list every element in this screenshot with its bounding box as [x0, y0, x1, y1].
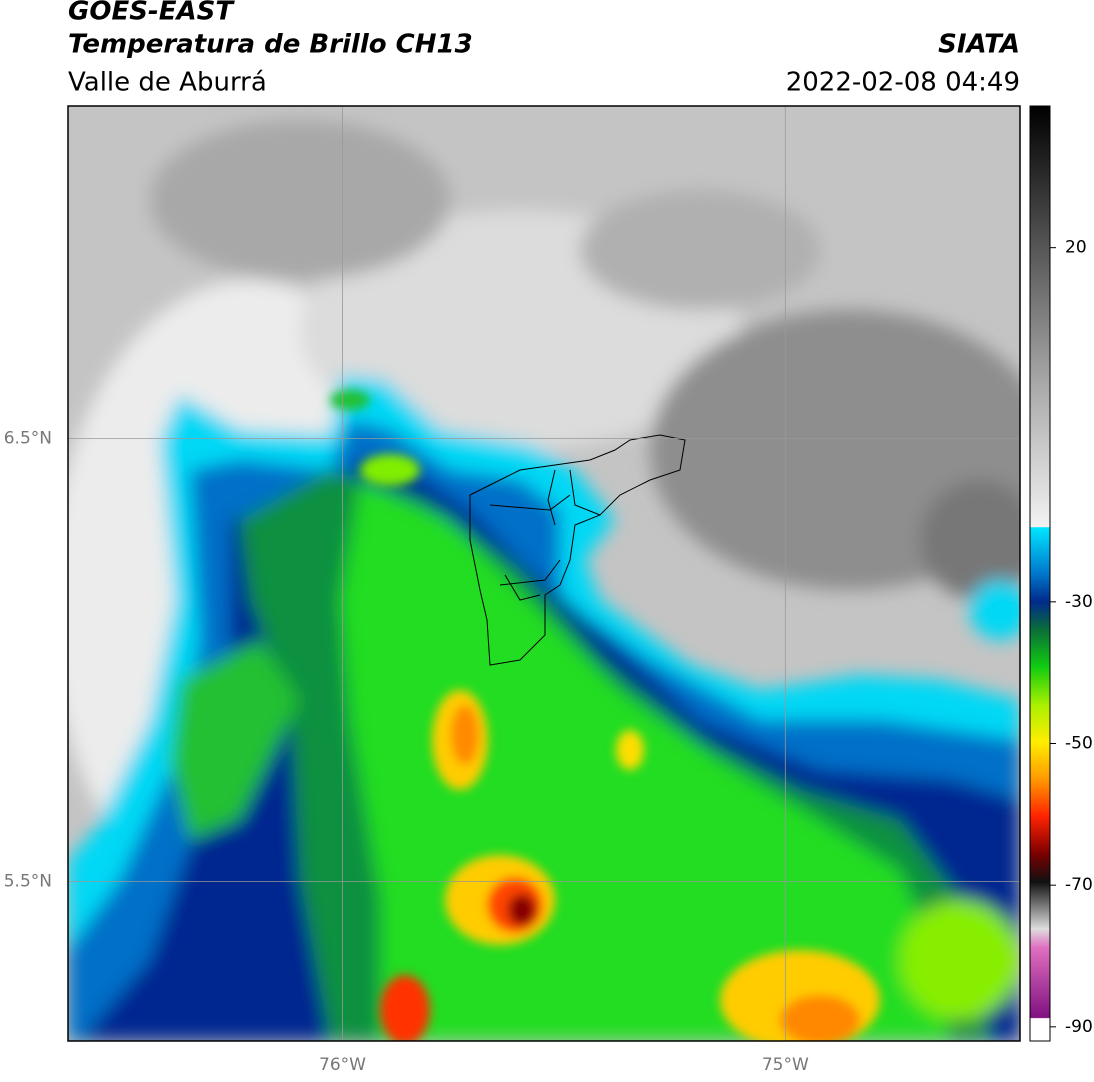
colorbar-tick-label: -30: [1065, 592, 1093, 612]
colorbar: [1029, 105, 1051, 1042]
source: SIATA: [938, 30, 1020, 60]
region-boundary: [469, 434, 686, 666]
colorbar-tick-label: -90: [1065, 1017, 1093, 1037]
colorbar-tick-label: -70: [1065, 875, 1093, 895]
x-tick-label: 76°W: [319, 1055, 366, 1075]
subtitle: Temperatura de Brillo CH13: [68, 30, 473, 60]
colorbar-tick-label: 20: [1065, 238, 1087, 258]
satellite-image: [68, 106, 1020, 1041]
y-tick-label: 5.5°N: [4, 871, 52, 891]
colorbar-ticks: 20 -30 -50 -70 -90: [1050, 238, 1093, 1037]
region: Valle de Aburrá: [68, 68, 267, 98]
x-tick-label: 75°W: [762, 1055, 809, 1075]
map-frame: [67, 105, 1021, 1042]
y-tick-label: 6.5°N: [4, 428, 52, 448]
title: GOES-EAST: [68, 0, 235, 27]
datetime: 2022-02-08 04:49: [786, 68, 1020, 98]
colorbar-tick-label: -50: [1065, 734, 1093, 754]
graticule: 76°W 75°W 6.5°N 5.5°N: [4, 106, 1020, 1075]
